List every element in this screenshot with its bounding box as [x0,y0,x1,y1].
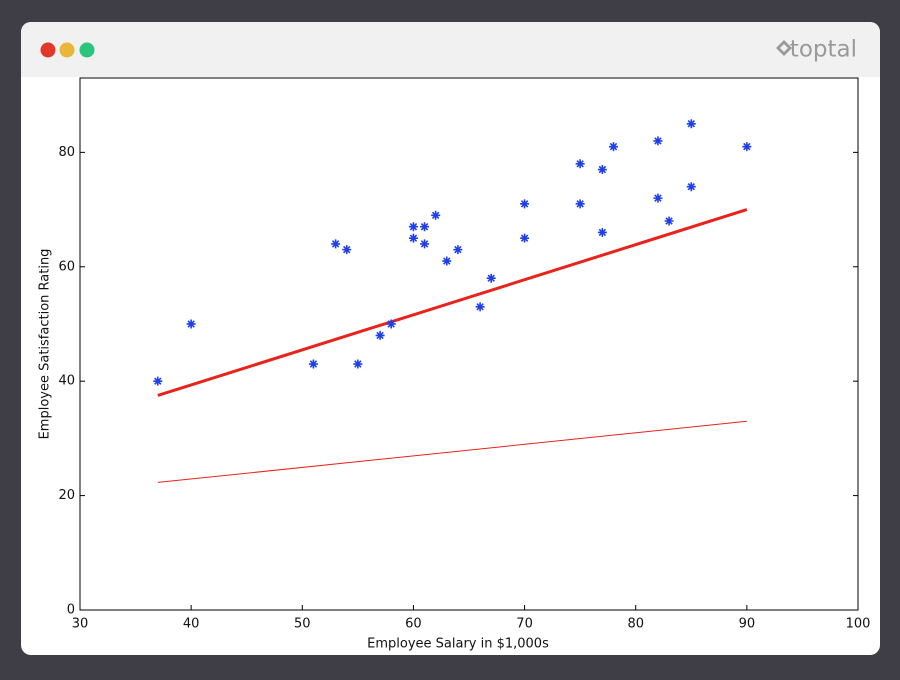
x-tick-label: 70 [516,617,533,632]
brand: toptal [790,37,857,63]
y-tick-label: 0 [67,603,75,618]
data-point [475,302,485,312]
x-tick-label: 60 [405,617,422,632]
data-point [597,165,607,175]
data-point [308,359,318,369]
data-point [353,359,363,369]
plot-frame [79,77,859,611]
data-point [420,239,430,249]
data-point [386,319,396,329]
data-point [608,142,618,152]
data-point [575,159,585,169]
data-point [575,199,585,209]
data-point [486,273,496,283]
fit-line [157,420,747,483]
brand-icon [776,40,792,56]
data-point [153,376,163,386]
title-bar [21,22,880,77]
data-point [431,210,441,220]
close-button[interactable] [40,42,56,58]
data-point [597,227,607,237]
data-point [742,142,752,152]
plot: 30 40 50 60 70 80 90 100 0 20 40 60 80 Employee Salar… [38,77,871,652]
x-tick-label: 80 [627,617,644,632]
data-point [442,256,452,266]
data-point [453,245,463,255]
data-point [664,216,674,226]
y-tick-label: 40 [58,374,75,389]
data-point [520,199,530,209]
x-tick-label: 90 [739,617,756,632]
data-point [520,233,530,243]
window: 30 40 50 60 70 80 90 100 0 20 40 60 80 Employee Salar… [21,22,880,655]
x-tick-label: 30 [72,617,89,632]
y-tick-label: 80 [58,145,75,160]
x-tick-label: 50 [294,617,311,632]
data-point [420,222,430,232]
data-point [653,193,663,203]
y-tick-label: 60 [58,259,75,274]
data-point [686,182,696,192]
fit-line [157,208,748,397]
maximize-button[interactable] [79,42,95,58]
x-tick-label: 40 [183,617,200,632]
data-point [342,245,352,255]
data-point [331,239,341,249]
y-tick-label: 20 [58,488,75,503]
data-point [186,319,196,329]
minimize-button[interactable] [59,42,75,58]
data-point [686,119,696,129]
window-body [21,22,880,655]
x-axis-label: Employee Salary in $1,000s [367,637,549,652]
data-point [408,233,418,243]
data-point [408,222,418,232]
data-point [375,330,385,340]
y-axis-label: Employee Satisfaction Rating [38,249,53,440]
data-point [653,136,663,146]
x-tick-label: 100 [846,617,871,632]
